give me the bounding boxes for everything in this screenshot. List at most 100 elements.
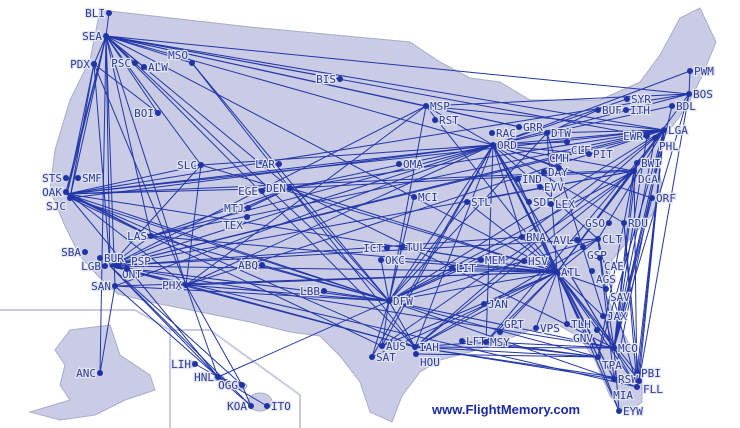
airport-dot[interactable] bbox=[515, 176, 521, 182]
airport-RAC[interactable]: RAC bbox=[489, 126, 517, 141]
airport-GSO[interactable]: GSO bbox=[584, 216, 612, 231]
airport-PIT[interactable]: PIT bbox=[586, 147, 614, 162]
airport-ITO[interactable]: ITO bbox=[264, 399, 292, 414]
airport-DTW[interactable]: DTW bbox=[544, 126, 572, 141]
airport-MCI[interactable]: MCI bbox=[411, 190, 439, 205]
airport-dot[interactable] bbox=[459, 338, 465, 344]
airport-GPT[interactable]: GPT bbox=[497, 317, 525, 335]
airport-dot[interactable] bbox=[379, 343, 385, 349]
airport-OKC[interactable]: OKC bbox=[378, 253, 406, 268]
airport-dot[interactable] bbox=[533, 325, 539, 331]
airport-dot[interactable] bbox=[259, 262, 265, 268]
airport-dot[interactable] bbox=[541, 169, 547, 175]
airport-DCA[interactable]: DCA bbox=[631, 168, 659, 187]
airport-dot[interactable] bbox=[621, 220, 627, 226]
airport-MEM[interactable]: MEM bbox=[478, 253, 506, 268]
airport-dot[interactable] bbox=[432, 117, 438, 123]
airport-dot[interactable] bbox=[412, 344, 418, 350]
airport-BNA[interactable]: BNA bbox=[519, 230, 547, 245]
airport-FLL[interactable]: FLL bbox=[636, 378, 664, 397]
airport-BIS[interactable]: BIS bbox=[315, 72, 343, 87]
airport-dot[interactable] bbox=[478, 257, 484, 263]
airport-BOS[interactable]: BOS bbox=[686, 87, 714, 102]
airport-CLT[interactable]: CLT bbox=[595, 232, 623, 247]
airport-dot[interactable] bbox=[189, 60, 195, 66]
airport-MSP[interactable]: MSP bbox=[423, 99, 451, 114]
airport-dot[interactable] bbox=[623, 107, 629, 113]
airport-ITH[interactable]: ITH bbox=[623, 103, 651, 118]
airport-BDL[interactable]: BDL bbox=[669, 99, 697, 114]
airport-dot[interactable] bbox=[595, 354, 601, 360]
airport-dot[interactable] bbox=[652, 135, 658, 141]
airport-dot[interactable] bbox=[497, 329, 503, 335]
airport-dot[interactable] bbox=[644, 133, 650, 139]
airport-SMF[interactable]: SMF bbox=[75, 171, 103, 186]
airport-BUR[interactable]: BUR bbox=[97, 251, 125, 266]
airport-dot[interactable] bbox=[634, 384, 640, 390]
airport-BWI[interactable]: BWI bbox=[634, 156, 662, 171]
airport-dot[interactable] bbox=[564, 321, 570, 327]
airport-VPS[interactable]: VPS bbox=[533, 321, 561, 336]
airport-dot[interactable] bbox=[611, 376, 617, 382]
airport-EVV[interactable]: EVV bbox=[537, 180, 565, 195]
airport-dot[interactable] bbox=[481, 301, 487, 307]
airport-JAN[interactable]: JAN bbox=[481, 297, 509, 312]
airport-dot[interactable] bbox=[600, 313, 606, 319]
airport-dot[interactable] bbox=[483, 339, 489, 345]
airport-dot[interactable] bbox=[259, 188, 265, 194]
airport-LEX[interactable]: LEX bbox=[548, 197, 576, 212]
airport-dot[interactable] bbox=[287, 185, 293, 191]
airport-dot[interactable] bbox=[337, 76, 343, 82]
airport-ATL[interactable]: ATL bbox=[554, 265, 582, 280]
airport-LBB[interactable]: LBB bbox=[299, 284, 327, 299]
airport-BLI[interactable]: BLI bbox=[84, 6, 112, 21]
airport-SJC[interactable]: SJC bbox=[45, 195, 73, 214]
airport-dot[interactable] bbox=[548, 201, 554, 207]
airport-LIT[interactable]: LIT bbox=[449, 261, 477, 276]
airport-dot[interactable] bbox=[589, 268, 595, 274]
airport-PSP[interactable]: PSP bbox=[124, 254, 152, 272]
airport-MTJ[interactable]: MTJ bbox=[223, 201, 251, 216]
airport-dot[interactable] bbox=[594, 327, 600, 333]
airport-dot[interactable] bbox=[276, 161, 282, 167]
airport-TLH[interactable]: TLH bbox=[564, 317, 592, 332]
airport-dot[interactable] bbox=[396, 161, 402, 167]
airport-dot[interactable] bbox=[245, 205, 251, 211]
airport-dot[interactable] bbox=[192, 361, 198, 367]
airport-LIH[interactable]: LIH bbox=[170, 357, 198, 372]
airport-GNV[interactable]: GNV bbox=[572, 327, 600, 346]
airport-dot[interactable] bbox=[399, 244, 405, 250]
airport-PHL[interactable]: PHL bbox=[652, 135, 680, 154]
airport-OMA[interactable]: OMA bbox=[396, 157, 424, 172]
airport-dot[interactable] bbox=[198, 162, 204, 168]
airport-dot[interactable] bbox=[67, 195, 73, 201]
airport-dot[interactable] bbox=[624, 96, 630, 102]
airport-dot[interactable] bbox=[132, 60, 138, 66]
airport-dot[interactable] bbox=[413, 351, 419, 357]
airport-dot[interactable] bbox=[537, 184, 543, 190]
airport-dot[interactable] bbox=[112, 283, 118, 289]
airport-IAH[interactable]: IAH bbox=[412, 340, 440, 355]
airport-SAT[interactable]: SAT bbox=[369, 350, 397, 365]
airport-dot[interactable] bbox=[669, 103, 675, 109]
airport-HOU[interactable]: HOU bbox=[413, 351, 441, 370]
airport-dot[interactable] bbox=[106, 10, 112, 16]
airport-dot[interactable] bbox=[97, 370, 103, 376]
airport-dot[interactable] bbox=[526, 199, 532, 205]
airport-MSO[interactable]: MSO bbox=[167, 48, 195, 66]
airport-LAR[interactable]: LAR bbox=[254, 157, 282, 172]
airport-dot[interactable] bbox=[423, 103, 429, 109]
airport-dot[interactable] bbox=[649, 195, 655, 201]
airport-dot[interactable] bbox=[606, 220, 612, 226]
airport-GRR[interactable]: GRR bbox=[516, 120, 544, 135]
airport-RSW[interactable]: RSW bbox=[611, 372, 639, 387]
airport-dot[interactable] bbox=[661, 127, 667, 133]
airport-dot[interactable] bbox=[687, 68, 693, 74]
airport-dot[interactable] bbox=[521, 258, 527, 264]
airport-dot[interactable] bbox=[183, 282, 189, 288]
airport-dot[interactable] bbox=[97, 255, 103, 261]
airport-dot[interactable] bbox=[616, 408, 622, 414]
airport-dot[interactable] bbox=[248, 403, 254, 409]
airport-dot[interactable] bbox=[124, 266, 130, 272]
airport-LGB[interactable]: LGB bbox=[80, 259, 108, 274]
